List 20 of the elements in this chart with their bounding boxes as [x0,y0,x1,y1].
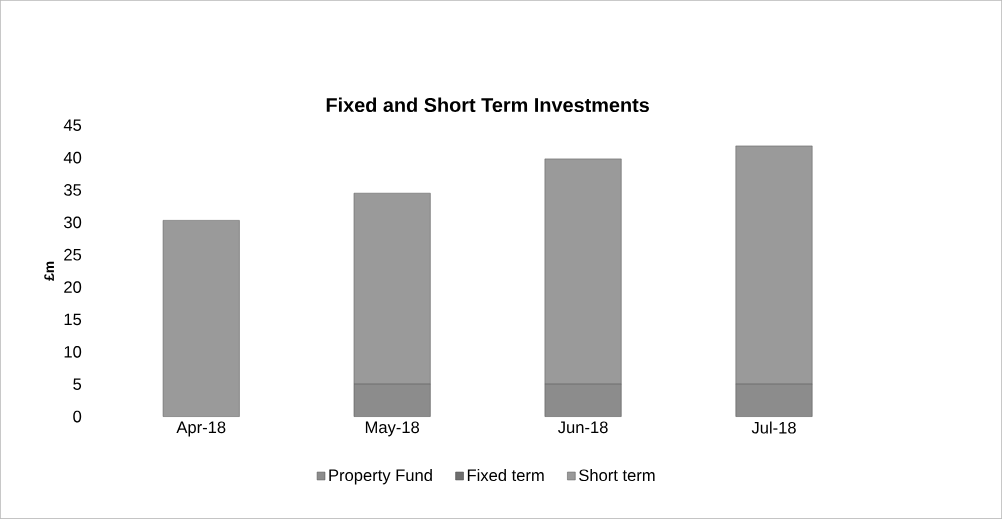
y-tick-label: 25 [64,248,82,261]
y-tick-label: 20 [64,281,82,293]
y-tick-label: 45 [63,119,82,132]
legend-label: Fixed term [467,469,544,482]
y-tick-label: 40 [63,151,82,164]
y-tick-label: 35 [64,184,82,196]
x-tick-label: Jun-18 [558,421,608,434]
bar [162,220,240,417]
x-tick-label: Apr-18 [176,421,226,437]
y-tick-label: 0 [73,410,82,423]
y-tick-label: 15 [64,313,82,326]
y-tick-label: 5 [73,378,82,390]
y-axis-title: £m [44,261,54,281]
y-tick-label: 30 [64,216,82,229]
chart-title: Fixed and Short Term Investments [326,97,649,113]
y-tick-label: 10 [64,345,82,358]
legend-label: Property Fund [329,469,432,485]
x-tick-label: May-18 [365,421,420,437]
x-tick-label: Jul-18 [751,421,796,434]
legend-label: Short term [579,469,655,482]
